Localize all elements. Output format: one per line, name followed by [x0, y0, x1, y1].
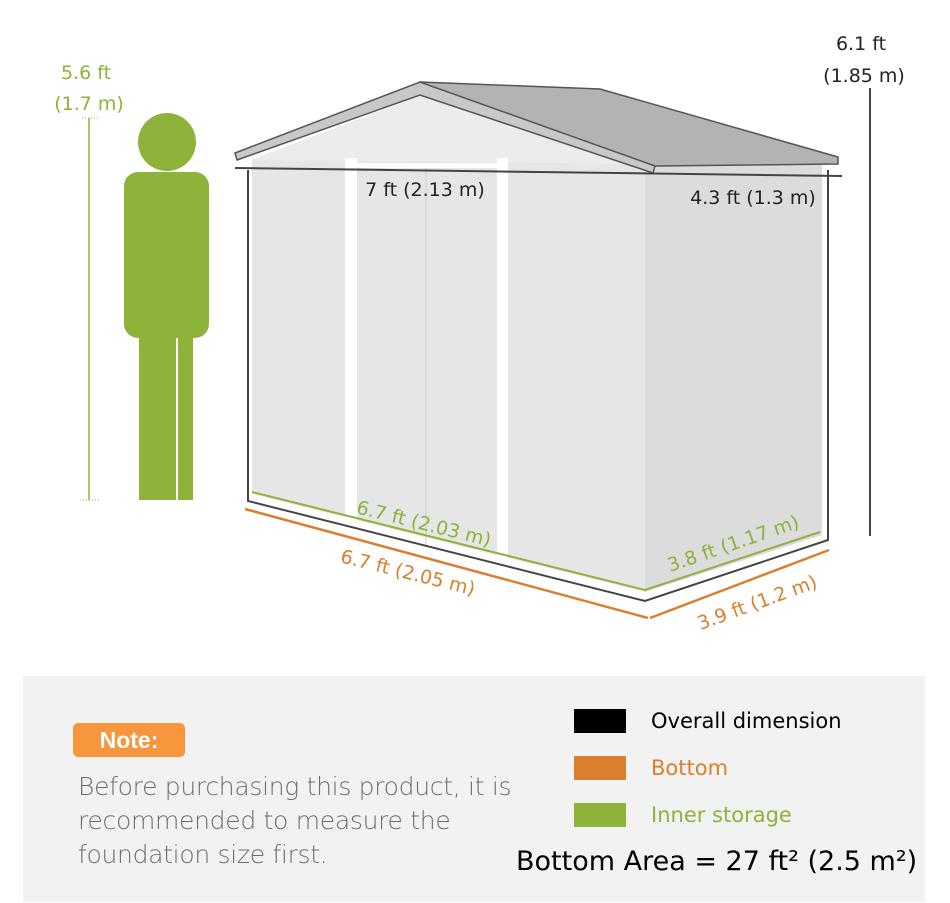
note-text: Before purchasing this product, it is re…	[78, 772, 512, 869]
legend-label: Inner storage	[651, 803, 792, 827]
legend-item-overall: Overall dimension	[574, 709, 842, 733]
info-panel	[23, 676, 925, 902]
legend-swatch-orange	[574, 756, 626, 780]
note-badge: Note:	[73, 723, 185, 757]
legend-item-bottom: Bottom	[574, 756, 728, 780]
bottom-depth-label: 3.9 ft (1.2 m)	[695, 571, 821, 635]
person-silhouette	[124, 113, 209, 500]
legend-label: Bottom	[651, 756, 729, 780]
bottom-depth-line	[649, 548, 830, 620]
legend-swatch-black	[574, 709, 626, 733]
legend-item-inner: Inner storage	[574, 803, 792, 827]
inner-storage-line	[251, 491, 821, 592]
person-height-m: (1.7 m)	[54, 93, 124, 115]
shed-illustration	[234, 81, 839, 603]
overall-depth-label: 4.3 ft (1.3 m)	[690, 187, 816, 209]
person-height-ft: 5.6 ft	[61, 62, 111, 84]
shed-dimension-diagram: 5.6 ft (1.7 m) 6.1 ft (1.85 m) 7 ft (2.1…	[54, 33, 905, 635]
shed-height-m: (1.85 m)	[823, 65, 905, 87]
overall-width-label: 7 ft (2.13 m)	[365, 179, 485, 201]
shed-height-ft: 6.1 ft	[836, 33, 886, 55]
legend-swatch-green	[574, 803, 626, 827]
bottom-area-text: Bottom Area = 27 ft² (2.5 m²)	[516, 846, 918, 877]
bottom-width-line	[244, 507, 649, 620]
overall-top-line	[234, 167, 843, 177]
legend-label: Overall dimension	[651, 709, 842, 733]
